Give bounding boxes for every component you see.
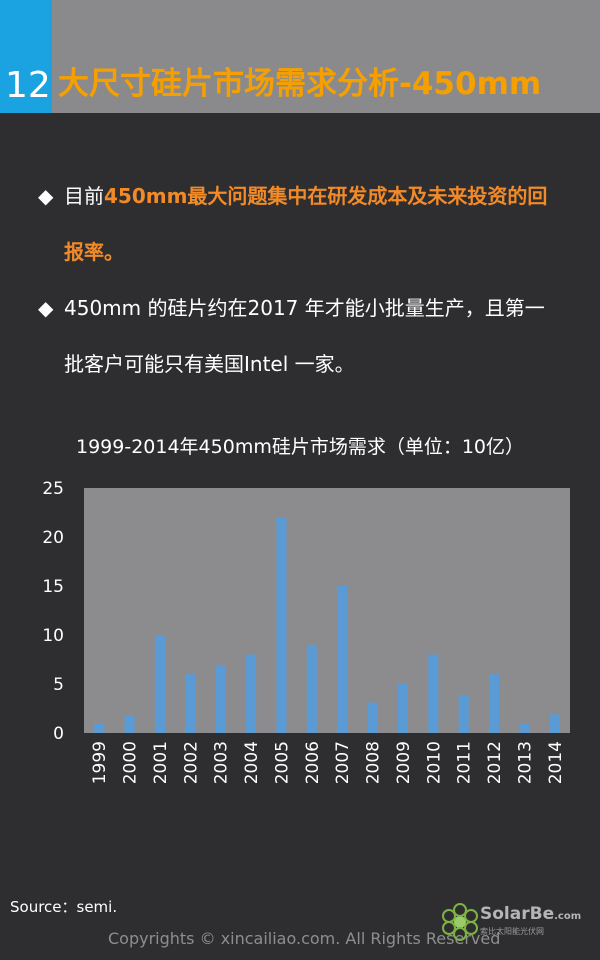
bar-2010 [428, 654, 439, 733]
logo-wordmark: SolarBe.com [480, 904, 581, 924]
section-number-box [0, 0, 52, 113]
y-tick-label: 15 [42, 577, 64, 597]
logo-subtitle: 索比太阳能光伏网 [480, 927, 544, 936]
diamond-icon: ◆ [38, 296, 54, 320]
source-note: Source：semi. [10, 898, 118, 916]
x-tick-label: 2008 [364, 741, 384, 784]
x-tick-label: 2001 [151, 741, 171, 784]
x-tick-label: 2002 [181, 741, 201, 784]
bar-2005 [276, 517, 287, 733]
bar-chart: 0 5 10 15 20 25 1999 2000 2001 2002 2003 2004 2005 20… [42, 479, 570, 784]
header-bar [0, 0, 600, 113]
bullet-list: ◆ 目前450mm最大问题集中在研发成本及未来投资的回 报率。 ◆ 450mm … [38, 168, 583, 392]
bar-2011 [458, 694, 469, 733]
bar-2012 [489, 674, 500, 733]
x-tick-label: 2014 [546, 741, 566, 784]
x-tick-label: 2005 [272, 741, 292, 784]
bullet-1-highlight-line2: 报率。 [64, 240, 124, 264]
x-tick-label: 2009 [394, 741, 414, 784]
y-tick-label: 5 [53, 675, 64, 695]
x-tick-label: 2000 [121, 741, 141, 784]
x-tick-label: 2003 [212, 741, 232, 784]
bar-2003 [215, 665, 226, 733]
bar-2006 [306, 644, 317, 733]
y-tick-label: 0 [53, 724, 64, 744]
plot-area [84, 488, 570, 733]
bar-2000 [124, 715, 135, 733]
x-tick-label: 2013 [515, 741, 535, 784]
x-tick-label: 2010 [424, 741, 444, 784]
bullet-1-prefix: 目前 [64, 184, 104, 208]
x-tick-label: 2011 [455, 741, 475, 784]
bullet-2-line1: 450mm 的硅片约在2017 年才能小批量生产，且第一 [64, 296, 545, 320]
diamond-icon: ◆ [38, 184, 54, 208]
bar-2002 [185, 674, 196, 733]
flower-logo-icon [442, 903, 478, 941]
logo-domain: .com [554, 911, 582, 922]
solarbe-logo: SolarBe.com 索比太阳能光伏网 [440, 898, 595, 948]
bar-2001 [154, 635, 165, 733]
section-number: 12 [5, 65, 51, 106]
bar-2007 [337, 586, 348, 733]
copyright-note: Copyrights © xincailiao.com. All Rights … [108, 929, 501, 948]
chart-title: 1999-2014年450mm硅片市场需求（单位：10亿） [75, 436, 525, 458]
bar-2013 [519, 724, 530, 733]
bullet-item-1: ◆ 目前450mm最大问题集中在研发成本及未来投资的回 报率。 [38, 168, 583, 280]
bullet-item-2: ◆ 450mm 的硅片约在2017 年才能小批量生产，且第一 批客户可能只有美国… [38, 280, 583, 392]
bar-1999 [94, 723, 105, 733]
bar-2004 [246, 654, 257, 733]
bullet-2-line2: 批客户可能只有美国Intel 一家。 [64, 352, 355, 376]
bullet-1-highlight-line1: 450mm最大问题集中在研发成本及未来投资的回 [104, 184, 548, 208]
bar-2009 [397, 684, 408, 733]
y-tick-label: 10 [42, 626, 64, 646]
bar-2008 [367, 702, 378, 733]
x-tick-label: 2004 [242, 741, 262, 784]
logo-text: SolarBe [480, 904, 555, 924]
x-tick-label: 2012 [485, 741, 505, 784]
page-title: 大尺寸硅片市场需求分析-450mm [58, 66, 542, 102]
y-tick-label: 20 [42, 528, 64, 548]
bar-2014 [549, 714, 560, 733]
x-tick-label: 2007 [333, 741, 353, 784]
x-tick-label: 2006 [303, 741, 323, 784]
x-tick-label: 1999 [90, 741, 110, 784]
y-tick-label: 25 [42, 479, 64, 499]
